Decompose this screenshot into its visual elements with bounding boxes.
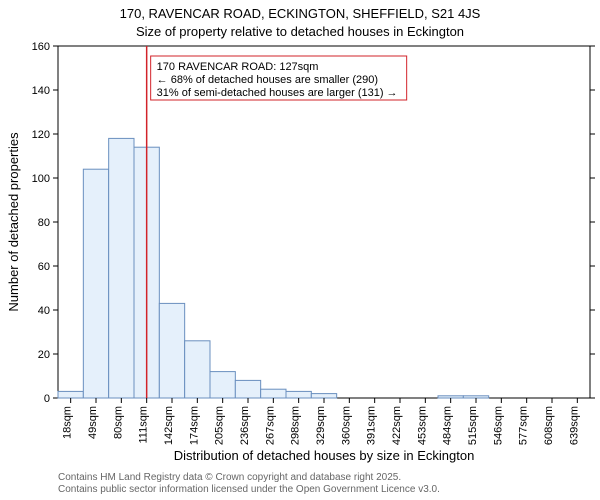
histogram-bar: [83, 169, 108, 398]
x-tick-label: 577sqm: [518, 406, 530, 445]
histogram-bar: [58, 391, 83, 398]
y-tick-label: 100: [32, 173, 50, 185]
chart-title: 170, RAVENCAR ROAD, ECKINGTON, SHEFFIELD…: [120, 6, 481, 21]
x-tick-label: 111sqm: [138, 406, 150, 444]
histogram-bar: [235, 380, 260, 398]
x-tick-label: 546sqm: [492, 406, 504, 445]
x-tick-label: 360sqm: [340, 406, 352, 445]
y-tick-label: 40: [38, 305, 50, 317]
y-tick-label: 140: [32, 85, 50, 97]
x-tick-label: 236sqm: [239, 406, 251, 445]
histogram-bar: [109, 138, 134, 398]
histogram-bar: [185, 341, 210, 398]
y-tick-label: 20: [38, 349, 50, 361]
chart-subtitle: Size of property relative to detached ho…: [136, 24, 464, 39]
credits-line: Contains HM Land Registry data © Crown c…: [58, 472, 401, 483]
y-tick-label: 80: [38, 217, 50, 229]
x-tick-label: 142sqm: [163, 406, 175, 445]
callout-line: ← 68% of detached houses are smaller (29…: [157, 74, 378, 86]
x-tick-label: 80sqm: [112, 406, 124, 439]
histogram-bar: [463, 396, 488, 398]
x-tick-label: 18sqm: [62, 406, 74, 439]
x-tick-label: 205sqm: [214, 406, 226, 445]
x-tick-label: 608sqm: [543, 406, 555, 445]
x-tick-label: 484sqm: [442, 406, 454, 445]
y-axis-label: Number of detached properties: [6, 132, 21, 312]
x-tick-label: 639sqm: [568, 406, 580, 445]
x-axis-label: Distribution of detached houses by size …: [174, 448, 475, 463]
x-tick-label: 49sqm: [87, 406, 99, 439]
x-tick-label: 267sqm: [264, 406, 276, 445]
y-tick-label: 0: [44, 393, 50, 405]
credits-line: Contains public sector information licen…: [58, 484, 440, 495]
callout-line: 170 RAVENCAR ROAD: 127sqm: [157, 61, 319, 73]
x-tick-label: 391sqm: [366, 406, 378, 445]
chart-svg: 170, RAVENCAR ROAD, ECKINGTON, SHEFFIELD…: [0, 0, 600, 500]
y-tick-label: 120: [32, 129, 50, 141]
histogram-bar: [261, 389, 286, 398]
histogram-bar: [311, 394, 336, 398]
histogram-bar: [210, 372, 235, 398]
histogram-bar: [438, 396, 463, 398]
x-tick-label: 515sqm: [467, 406, 479, 445]
y-tick-label: 60: [38, 261, 50, 273]
x-tick-label: 174sqm: [188, 406, 200, 445]
x-tick-label: 453sqm: [416, 406, 428, 445]
x-tick-label: 329sqm: [315, 406, 327, 445]
property-size-histogram: 170, RAVENCAR ROAD, ECKINGTON, SHEFFIELD…: [0, 0, 600, 500]
x-tick-label: 298sqm: [290, 406, 302, 445]
histogram-bar: [286, 391, 311, 398]
bars-group: [58, 138, 489, 398]
y-tick-label: 160: [32, 41, 50, 53]
x-tick-label: 422sqm: [391, 406, 403, 445]
callout-line: 31% of semi-detached houses are larger (…: [157, 87, 398, 99]
histogram-bar: [159, 303, 184, 398]
